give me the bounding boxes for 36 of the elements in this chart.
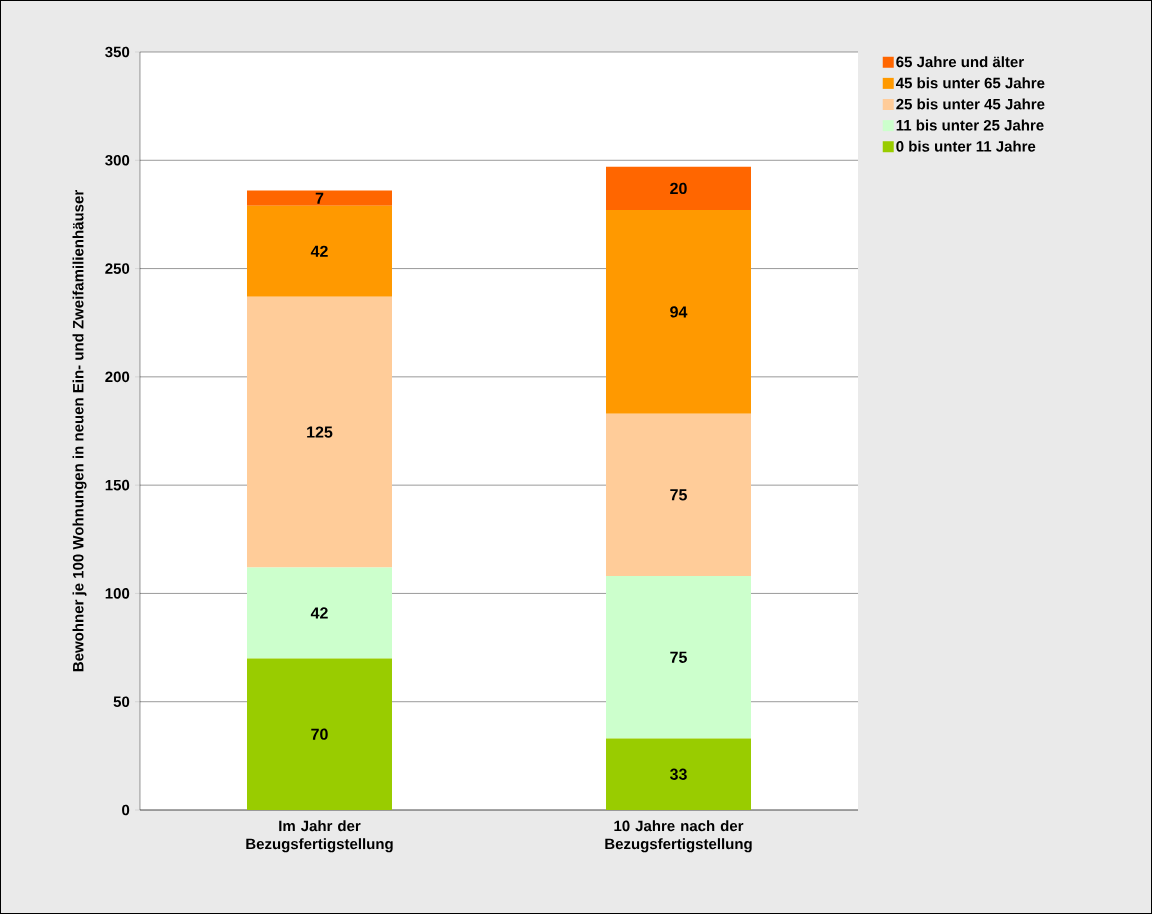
data-label: 75 — [670, 489, 687, 501]
y-tick-label: 100 — [105, 588, 130, 599]
y-axis-title: Bewohner je 100 Wohnungen in neuen Ein- und Zweifamilienhäuser — [72, 190, 87, 672]
data-label: 125 — [307, 426, 333, 438]
data-label: 75 — [670, 651, 687, 663]
legend-label: 45 bis unter 65 Jahre — [895, 77, 1045, 89]
x-tick-label: Im Jahr der Bezugsfertigstellung — [246, 820, 393, 853]
legend-label: 25 bis unter 45 Jahre — [896, 98, 1045, 110]
bar — [247, 205, 392, 297]
legend-label: 11 bis unter 25 Jahre — [896, 119, 1044, 131]
y-tick-label: 0 — [122, 804, 130, 816]
data-label: 20 — [670, 182, 687, 195]
y-tick-label: 350 — [105, 46, 130, 58]
y-tick-label: 50 — [113, 696, 130, 708]
bar — [606, 576, 751, 739]
data-label: 70 — [311, 728, 328, 740]
y-tick-label: 300 — [105, 154, 130, 166]
data-label: 42 — [310, 245, 328, 257]
bar — [247, 658, 392, 810]
data-label: 42 — [310, 607, 328, 619]
y-tick-label: 250 — [105, 263, 130, 274]
y-tick-label: 200 — [105, 371, 130, 383]
data-label: 7 — [315, 192, 324, 204]
x-tick-label: 10 Jahre nach der Bezugsfertigstellung — [605, 820, 752, 853]
y-tick-label: 150 — [105, 479, 130, 491]
data-label: 33 — [669, 768, 687, 780]
bar — [247, 190, 392, 206]
bar — [606, 738, 751, 810]
legend-label: 65 Jahre und älter — [896, 56, 1024, 68]
legend-label: 0 bis unter 11 Jahre — [896, 140, 1036, 152]
bar — [247, 296, 392, 568]
bar — [606, 413, 751, 577]
data-label: 94 — [670, 306, 688, 318]
bar — [606, 210, 751, 414]
bar — [247, 567, 392, 659]
bar — [606, 166, 751, 211]
